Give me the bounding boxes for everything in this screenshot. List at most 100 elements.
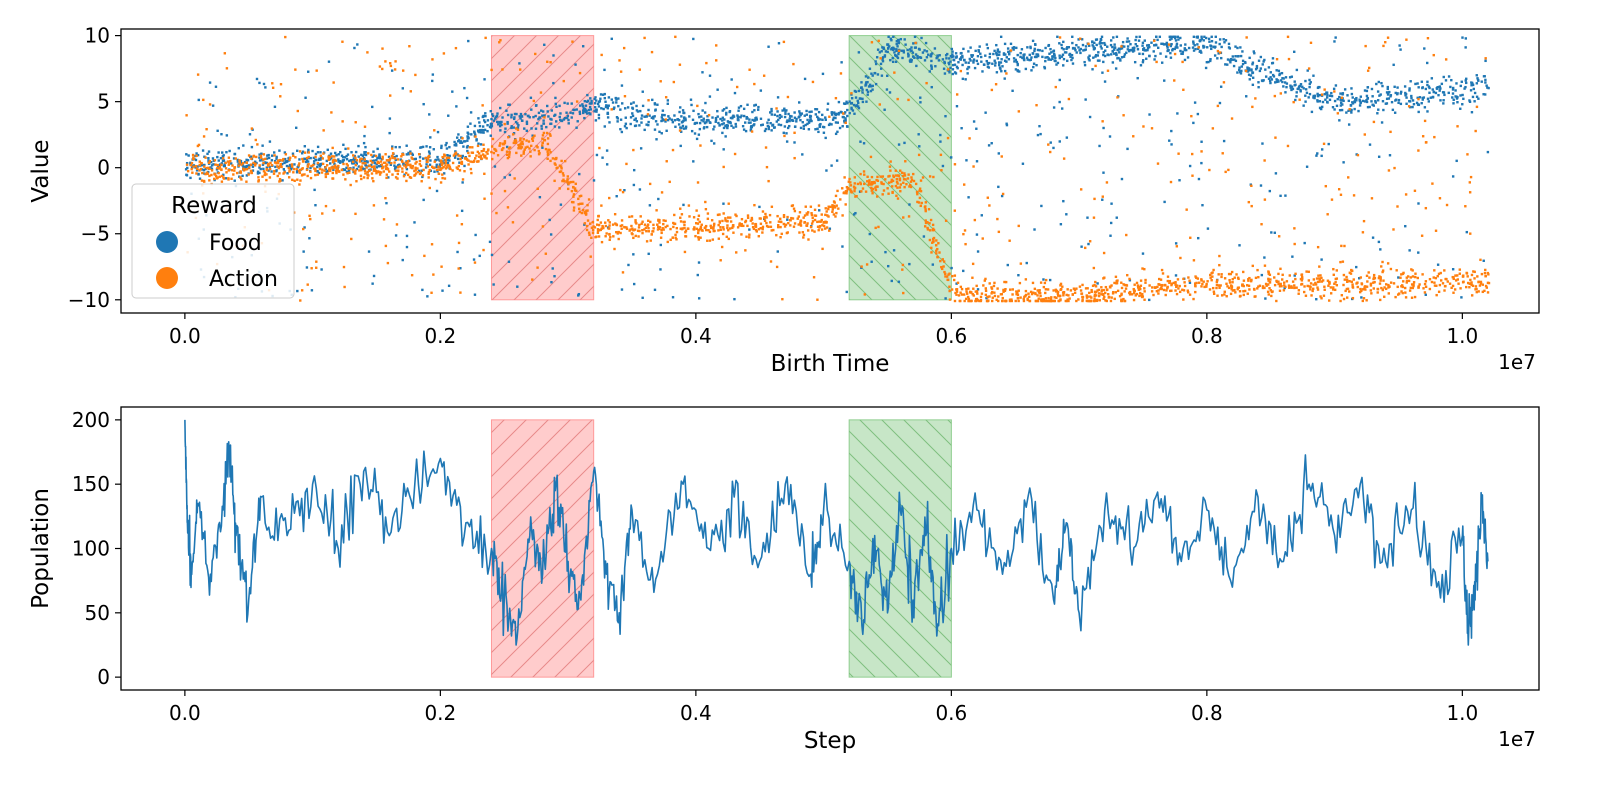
data-point xyxy=(729,121,732,125)
data-point xyxy=(241,174,244,178)
data-point xyxy=(1158,35,1162,39)
data-point xyxy=(1324,98,1327,101)
data-point xyxy=(1312,283,1315,286)
data-point xyxy=(660,231,663,235)
data-point xyxy=(859,172,862,176)
data-point xyxy=(1008,239,1011,242)
data-point xyxy=(1121,40,1125,44)
data-point xyxy=(637,226,641,229)
data-point xyxy=(189,161,192,165)
data-point xyxy=(1484,78,1487,82)
data-point xyxy=(937,242,940,245)
data-point xyxy=(1032,291,1035,294)
data-point xyxy=(484,112,487,115)
data-point xyxy=(719,228,722,232)
data-point xyxy=(868,232,871,236)
data-point xyxy=(1113,297,1116,301)
data-point xyxy=(980,214,983,217)
data-point xyxy=(668,117,671,120)
data-point xyxy=(1243,60,1247,64)
data-point xyxy=(319,163,322,167)
data-point xyxy=(919,179,923,182)
data-point xyxy=(780,220,783,224)
data-point xyxy=(362,176,366,179)
data-point xyxy=(1058,100,1061,104)
data-point xyxy=(895,48,898,51)
data-point xyxy=(1123,283,1127,287)
data-point xyxy=(1414,82,1417,86)
data-point xyxy=(545,131,549,135)
data-point xyxy=(1135,44,1139,48)
data-point xyxy=(761,123,764,126)
data-point xyxy=(745,117,748,120)
data-point xyxy=(1153,58,1156,61)
scatter-series xyxy=(184,35,1491,303)
data-point xyxy=(1202,46,1205,49)
data-point xyxy=(792,225,796,228)
data-point xyxy=(1382,108,1385,112)
data-point xyxy=(394,145,397,149)
data-point xyxy=(1173,52,1177,56)
data-point xyxy=(508,146,512,149)
data-point xyxy=(781,109,784,112)
data-point xyxy=(723,118,726,121)
data-point xyxy=(1469,232,1472,235)
data-point xyxy=(605,163,609,166)
data-point xyxy=(1103,276,1106,279)
data-point xyxy=(1050,51,1053,54)
data-point xyxy=(448,159,451,162)
data-point xyxy=(1397,98,1401,102)
data-point xyxy=(1128,277,1131,281)
data-point xyxy=(638,229,641,233)
data-point xyxy=(850,92,853,95)
data-point xyxy=(1255,66,1259,70)
data-point xyxy=(1216,57,1219,60)
data-point xyxy=(1486,86,1489,89)
data-point xyxy=(1248,288,1251,291)
data-point xyxy=(445,166,449,169)
data-point xyxy=(978,299,981,303)
data-point xyxy=(608,224,611,227)
data-point xyxy=(1061,291,1065,294)
data-point xyxy=(1203,285,1206,289)
data-point xyxy=(238,159,241,162)
data-point xyxy=(1230,117,1234,120)
data-point xyxy=(537,149,541,153)
data-point xyxy=(1326,100,1329,104)
data-point xyxy=(1206,46,1209,49)
data-point xyxy=(1055,63,1058,66)
data-point xyxy=(283,161,286,165)
data-point xyxy=(1370,292,1373,295)
data-point xyxy=(525,120,529,123)
data-point xyxy=(1366,86,1370,89)
data-point xyxy=(718,213,721,216)
data-point xyxy=(1049,47,1052,51)
data-point xyxy=(854,195,857,198)
data-point xyxy=(486,124,489,127)
data-point xyxy=(460,136,463,139)
data-point xyxy=(1177,38,1180,41)
data-point xyxy=(1270,294,1273,298)
data-point xyxy=(1132,287,1135,291)
data-point xyxy=(990,287,994,290)
data-point xyxy=(393,68,397,71)
data-point xyxy=(243,165,246,168)
data-point xyxy=(1221,152,1224,155)
data-point xyxy=(532,136,535,139)
data-point xyxy=(904,160,907,163)
data-point xyxy=(1464,37,1468,40)
data-point xyxy=(813,208,817,212)
data-point xyxy=(1150,127,1154,130)
data-point xyxy=(421,174,425,177)
data-point xyxy=(528,116,531,119)
data-point xyxy=(1437,290,1441,293)
data-point xyxy=(1246,66,1249,69)
data-point xyxy=(1320,154,1323,158)
data-point xyxy=(1431,182,1434,185)
data-point xyxy=(1048,52,1051,55)
data-point xyxy=(782,215,786,219)
data-point xyxy=(1374,99,1377,103)
data-point xyxy=(715,59,718,62)
data-point xyxy=(1416,96,1419,100)
data-point xyxy=(999,67,1002,71)
